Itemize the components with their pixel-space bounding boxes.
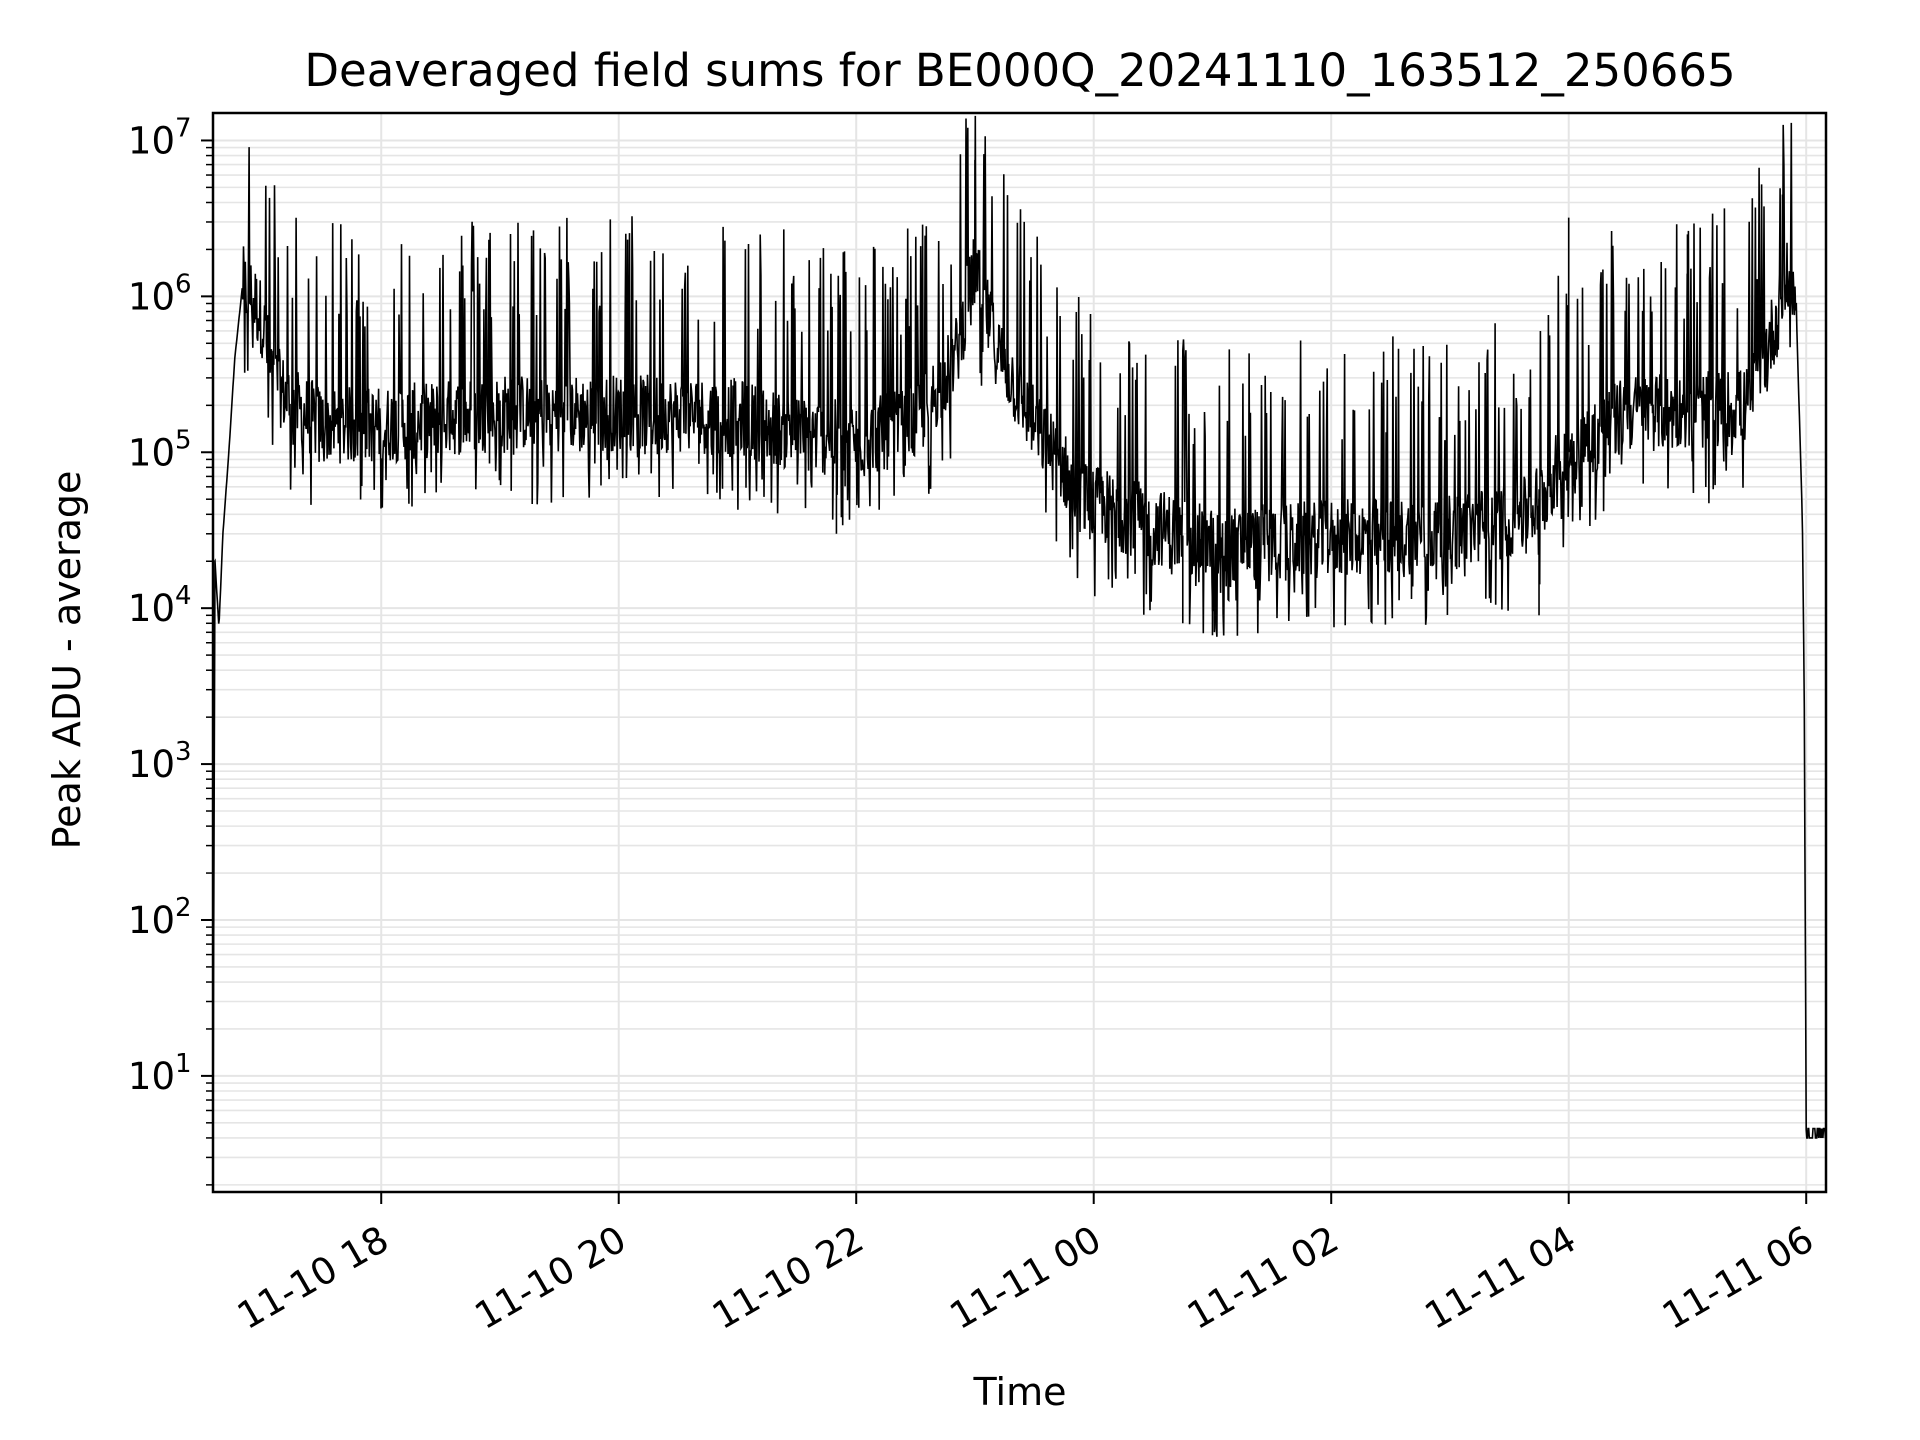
x-tick-label: 11-11 04: [1418, 1218, 1584, 1338]
y-tick-label: 10: [128, 431, 175, 474]
x-axis-label: Time: [973, 1370, 1067, 1414]
y-tick-label: 10: [128, 587, 175, 630]
y-tick-label: 10: [128, 899, 175, 942]
x-tick-label: 11-11 06: [1655, 1218, 1821, 1338]
grid: [213, 113, 1826, 1192]
x-tick-label: 11-11 02: [1180, 1218, 1346, 1338]
y-axis-label: Peak ADU - average: [45, 471, 89, 850]
x-tick-label: 11-10 22: [705, 1218, 871, 1338]
series-line-group: [212, 115, 1827, 1139]
x-tick-label: 11-10 20: [468, 1218, 634, 1338]
y-tick-exponent: 1: [175, 1049, 192, 1079]
y-tick-exponent: 4: [175, 581, 192, 611]
chart-title: Deaveraged field sums for BE000Q_2024111…: [304, 44, 1735, 97]
x-axis-ticks: 11-10 18 11-10 20 11-10 22 11-11 00 11-11 02…: [230, 1192, 1821, 1338]
series-line: [212, 115, 1827, 1139]
y-tick-label: 10: [128, 1055, 175, 1098]
y-tick-label: 10: [128, 119, 175, 162]
plot-frame: [211, 111, 1828, 1194]
y-tick-exponent: 5: [175, 425, 192, 455]
y-tick-exponent: 2: [175, 893, 192, 923]
x-tick-label: 11-11 00: [943, 1218, 1109, 1338]
y-tick-exponent: 3: [175, 737, 192, 767]
y-tick-label: 10: [128, 743, 175, 786]
y-tick-exponent: 6: [175, 269, 192, 299]
x-tick-label: 11-10 18: [230, 1218, 396, 1338]
y-tick-exponent: 7: [175, 113, 192, 143]
y-tick-label: 10: [128, 275, 175, 318]
